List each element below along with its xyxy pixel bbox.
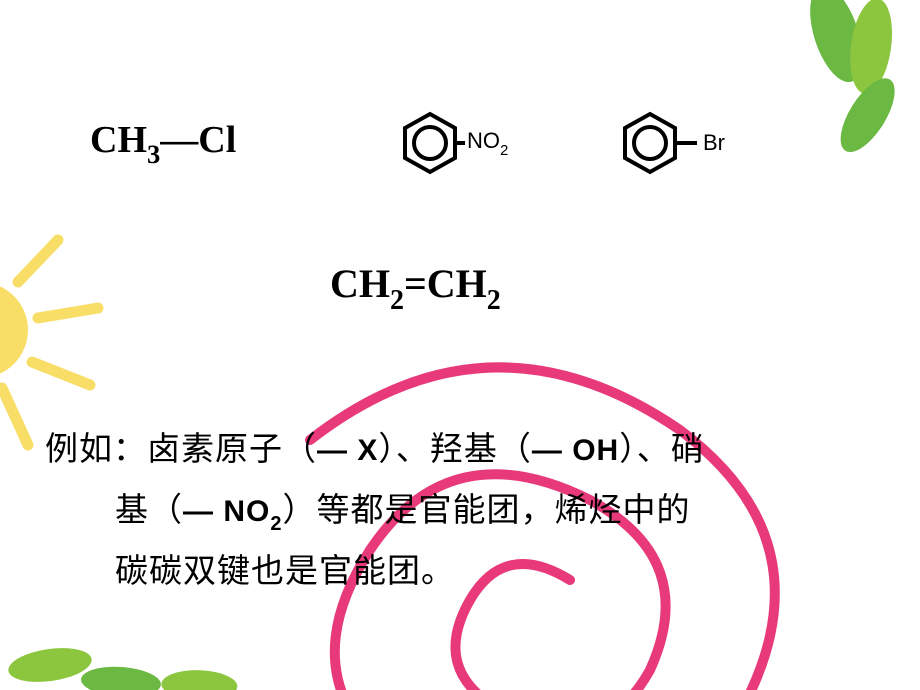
ethene-p1: CH (330, 261, 390, 306)
nitro-sub: 2 (500, 142, 508, 159)
nitro-no: NO (214, 495, 270, 528)
line1-pre: 例如：卤素原子（ (45, 432, 317, 468)
line3-text: 碳碳双键也是官能团。 (115, 554, 455, 590)
ch3cl-part1: CH (90, 119, 147, 161)
line2-pre: 基（ (115, 493, 183, 529)
halogen-dash: — (317, 434, 348, 467)
benzene-ring-icon (615, 108, 697, 178)
ch3cl-dash: — (160, 119, 198, 161)
ethene-eq: = (404, 261, 427, 306)
para-line2: 基（— NO2）等都是官能团，烯烃中的 (45, 481, 885, 542)
nitro-label: NO (467, 128, 500, 153)
para-line3: 碳碳双键也是官能团。 (45, 542, 885, 603)
ethene-s2: 2 (487, 285, 501, 316)
para-line1: 例如：卤素原子（— X）、羟基（— OH）、硝 (45, 420, 885, 481)
formula-ch3cl: CH3—Cl (90, 118, 236, 168)
benzene-ring-icon (395, 108, 465, 178)
hydroxy-dash: — (532, 434, 563, 467)
formula-bromobenzene: Br (615, 108, 725, 178)
ethene-s1: 2 (390, 285, 404, 316)
formula-ethene: CH2=CH2 (330, 260, 501, 314)
formula-nitrobenzene: NO2 (395, 108, 508, 178)
bromo-label: Br (703, 130, 725, 156)
ethene-p2: CH (427, 261, 487, 306)
line1-mid: ）、羟基（ (378, 432, 532, 468)
line2-post: ）等都是官能团，烯烃中的 (282, 493, 690, 529)
nitro-subp: 2 (270, 513, 282, 535)
nitro-dash: — (183, 495, 214, 528)
halogen-sym: X (348, 434, 378, 467)
slide-content: CH3—Cl NO2 Br CH2=CH2 例如：卤素原子（— X）、羟基（— … (0, 0, 920, 690)
line1-post: ）、硝 (619, 432, 705, 468)
ch3cl-sub1: 3 (147, 139, 160, 169)
hydroxy-sym: OH (563, 434, 619, 467)
ch3cl-part2: Cl (198, 119, 236, 161)
paragraph: 例如：卤素原子（— X）、羟基（— OH）、硝 基（— NO2）等都是官能团，烯… (45, 420, 885, 603)
